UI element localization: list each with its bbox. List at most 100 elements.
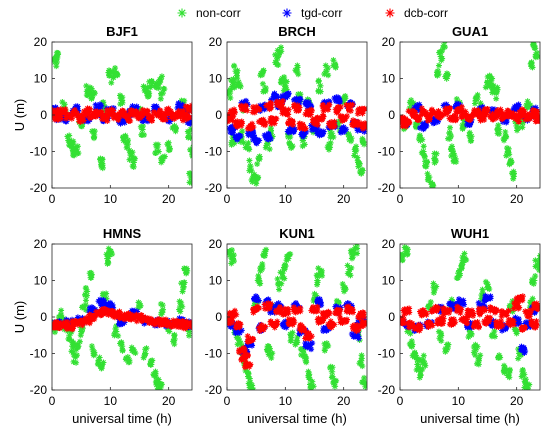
data-point [151,370,158,377]
data-point [97,363,104,370]
data-point [488,320,495,327]
legend: non-corr tgd-corr dcb-corr [177,6,448,20]
data-point [493,307,500,314]
data-point [279,97,286,104]
data-point [331,309,338,316]
data-point [351,146,358,153]
data-point [362,383,367,390]
data-point [157,95,164,102]
data-point [414,361,421,368]
data-point [254,389,256,390]
data-point [440,44,447,51]
data-point [474,318,481,325]
data-point [256,327,263,334]
data-point [304,331,311,338]
data-point [132,155,139,162]
data-point [179,288,186,295]
data-point [273,61,280,68]
data-point [180,107,187,114]
data-point [330,57,337,64]
data-point [470,349,477,356]
data-point [321,347,328,354]
data-point [430,280,437,287]
data-point [155,148,162,155]
data-point [345,131,352,138]
data-point [515,320,522,327]
data-point [455,274,462,281]
data-point [515,118,522,125]
data-point [405,108,412,115]
data-point [148,77,155,84]
data-point [316,318,323,325]
y-tick-label: 0 [388,108,395,122]
data-point [112,65,119,72]
data-point [246,384,253,390]
data-point [227,317,234,324]
data-point [285,111,292,118]
data-point [286,316,293,323]
data-point [253,140,260,147]
data-point [253,180,260,187]
data-point [244,141,251,148]
data-point [284,306,291,313]
data-point [233,324,240,331]
data-point [231,63,238,70]
data-point [476,355,483,362]
data-point [288,337,295,344]
data-point [98,308,105,315]
data-point [418,105,425,112]
data-point [359,110,366,117]
data-point [76,118,83,125]
data-point [268,120,275,127]
data-point [426,113,433,120]
data-point [434,112,441,119]
data-point [526,381,533,388]
data-point [262,250,269,257]
data-point [265,351,272,358]
data-point [54,59,61,66]
data-point [348,135,355,142]
data-point [448,317,455,324]
data-point [254,277,261,284]
data-point [262,84,269,91]
data-point [177,302,184,310]
data-point [353,147,360,154]
data-point [163,106,170,113]
data-point [448,143,455,150]
data-point [504,111,511,118]
data-point [52,319,59,326]
data-point [427,298,434,305]
data-point [319,272,326,279]
data-point [110,107,117,114]
x-tick-label: 10 [104,192,118,206]
data-point [505,308,512,315]
data-point [284,90,291,97]
data-point [290,317,297,324]
data-point [424,170,431,177]
data-point [52,329,58,336]
data-point [529,276,536,283]
data-point [416,101,423,108]
data-point [166,328,173,335]
data-point [132,312,139,319]
data-point [518,373,525,380]
data-point [267,105,274,112]
data-point [446,115,453,122]
data-point [319,115,326,122]
data-point [521,108,528,115]
data-point [120,137,127,144]
panel-title: KUN1 [279,226,314,241]
data-point [281,266,288,273]
legend-marker-tgd-corr [282,8,292,18]
data-point [499,327,506,334]
data-point [355,118,362,125]
data-point [110,105,117,112]
data-point [247,379,254,386]
data-point [256,153,263,160]
data-point [65,137,72,144]
data-point [231,109,238,116]
data-point [152,107,159,114]
data-point [477,117,484,124]
data-point [74,344,81,351]
data-point [484,294,491,301]
